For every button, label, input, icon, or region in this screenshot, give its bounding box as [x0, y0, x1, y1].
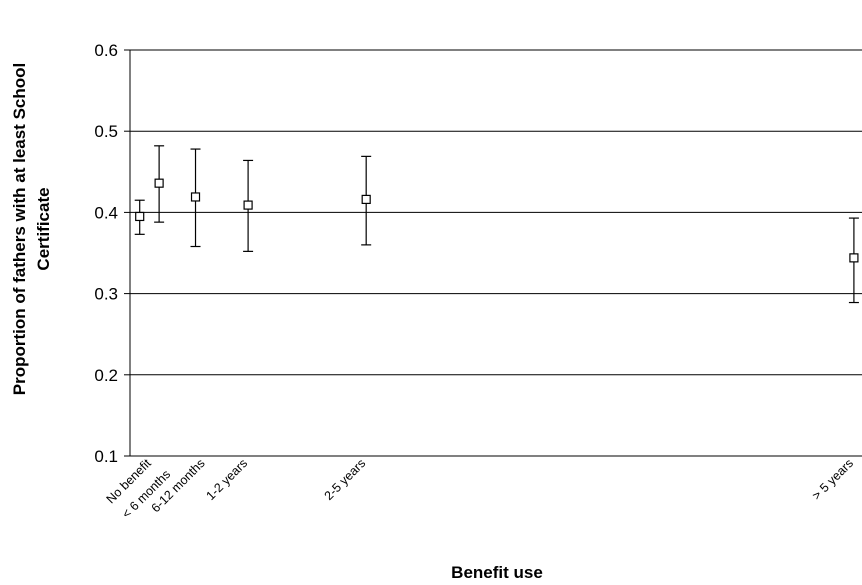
y-axis-title-line-2: Certificate — [34, 187, 53, 270]
data-point — [154, 145, 165, 223]
axes — [124, 49, 862, 457]
data-point — [134, 199, 145, 235]
data-point — [243, 159, 254, 252]
y-tick-label: 0.1 — [94, 447, 118, 466]
y-tick-label: 0.5 — [94, 122, 118, 141]
point-marker — [243, 200, 253, 210]
x-tick-label: 2-5 years — [322, 456, 369, 503]
x-tick-label: > 5 years — [810, 456, 857, 503]
point-marker — [190, 192, 201, 202]
gridlines — [130, 49, 862, 376]
point-marker — [849, 253, 859, 263]
x-tick-label: 1-2 years — [203, 456, 250, 503]
point-marker — [135, 211, 145, 222]
y-tick-label: 0.3 — [94, 285, 118, 304]
x-axis-title: Benefit use — [451, 563, 543, 582]
point-marker — [361, 194, 371, 205]
data-point — [361, 155, 372, 246]
y-axis-title: Proportion of fathers with at least Scho… — [10, 63, 53, 395]
data-point — [190, 148, 201, 248]
y-tick-label: 0.6 — [94, 41, 118, 60]
point-marker — [154, 178, 164, 188]
y-tick-label: 0.2 — [94, 366, 118, 385]
y-tick-labels: 0.1 0.2 0.3 0.4 0.5 0.6 — [94, 41, 118, 466]
data-series — [134, 145, 859, 304]
y-tick-label: 0.4 — [94, 203, 118, 222]
data-point — [848, 217, 859, 304]
y-axis-title-line-1: Proportion of fathers with at least Scho… — [10, 63, 29, 395]
